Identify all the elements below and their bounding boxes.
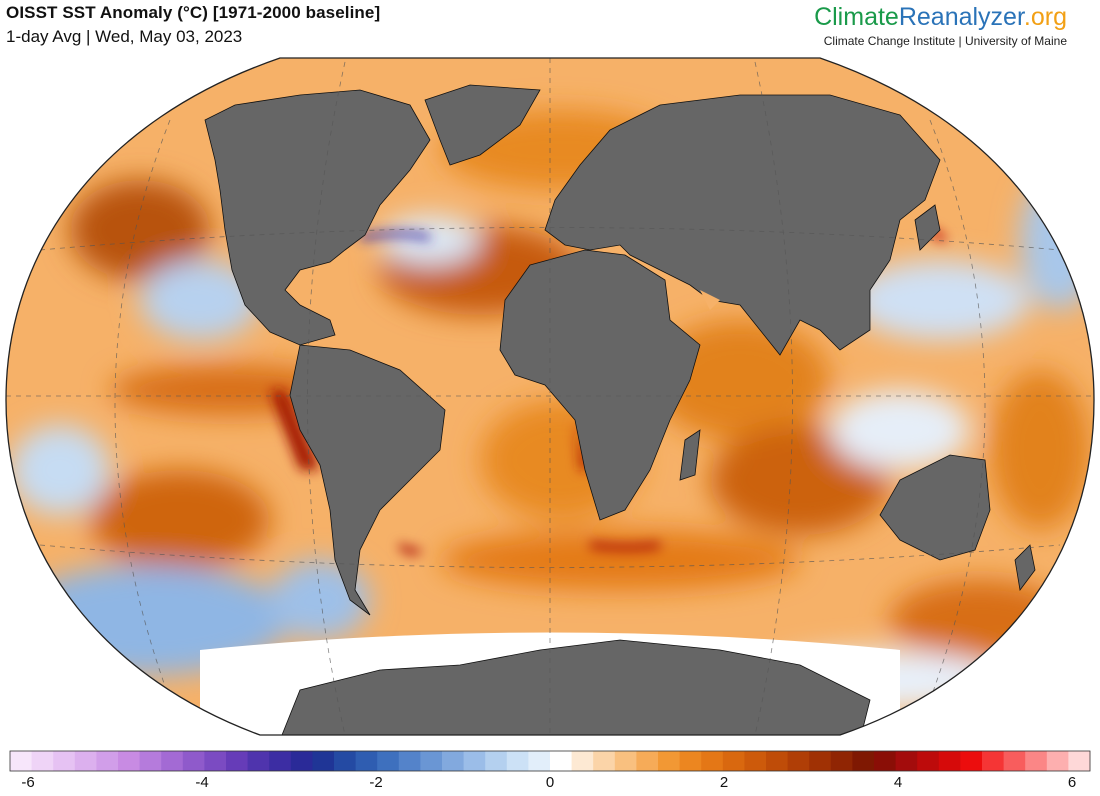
- colorbar-tick-label: -2: [369, 774, 383, 791]
- colorbar-swatch: [53, 751, 76, 771]
- colorbar-swatch: [182, 751, 205, 771]
- colorbar-tick-label: -4: [195, 774, 209, 791]
- colorbar-swatch: [550, 751, 573, 771]
- colorbar-swatch: [982, 751, 1005, 771]
- colorbar-tick-label: 4: [893, 774, 903, 791]
- colorbar-swatch: [226, 751, 249, 771]
- climatereanalyzer-logo[interactable]: ClimateReanalyzer.org: [814, 3, 1067, 31]
- colorbar-swatch: [722, 751, 745, 771]
- colorbar-tick-label: 2: [719, 774, 729, 791]
- colorbar-swatch: [830, 751, 853, 771]
- south-america: [289, 344, 446, 616]
- colorbar-swatch: [571, 751, 594, 771]
- colorbar-swatch: [874, 751, 897, 771]
- colorbar-tick-label: 0: [545, 774, 555, 791]
- madagascar: [679, 429, 701, 481]
- colorbar-swatch: [1025, 751, 1048, 771]
- australia: [879, 454, 991, 561]
- eurasia: [544, 94, 941, 356]
- colorbar-tick-label: -6: [21, 774, 35, 791]
- colorbar-swatch: [139, 751, 162, 771]
- africa: [499, 249, 701, 521]
- colorbar-swatch: [398, 751, 421, 771]
- sst-anomaly-map: [5, 57, 1095, 736]
- colorbar-swatch: [161, 751, 184, 771]
- colorbar-swatch: [377, 751, 400, 771]
- greenland: [424, 84, 541, 166]
- colorbar-swatch: [10, 751, 33, 771]
- colorbar-swatch: [312, 751, 335, 771]
- colorbar-swatch: [31, 751, 54, 771]
- colorbar-swatch: [247, 751, 270, 771]
- land-masses: [204, 84, 1036, 735]
- globe-outline: [5, 57, 1095, 736]
- logo-part-climate: Climate: [814, 3, 899, 31]
- affiliation-text: Climate Change Institute | University of…: [823, 34, 1067, 48]
- colorbar-swatch: [593, 751, 616, 771]
- colorbar-swatch: [506, 751, 529, 771]
- antarctica: [279, 639, 871, 735]
- colorbar-swatch: [74, 751, 97, 771]
- colorbar-swatch: [334, 751, 357, 771]
- new-zealand: [1014, 544, 1036, 591]
- colorbar-swatch: [1068, 751, 1091, 771]
- colorbar-swatch: [701, 751, 724, 771]
- colorbar-swatch: [895, 751, 918, 771]
- arabia-india-sea-gap: [700, 290, 720, 310]
- colorbar-swatch: [290, 751, 313, 771]
- colorbar-swatch: [96, 751, 119, 771]
- colorbar-swatch: [355, 751, 378, 771]
- colorbar-swatch: [636, 751, 659, 771]
- colorbar-swatch: [917, 751, 940, 771]
- brand-block: ClimateReanalyzer.org Climate Change Ins…: [814, 3, 1067, 48]
- colorbar-swatch: [960, 751, 983, 771]
- colorbar-swatch: [658, 751, 681, 771]
- colorbar-swatch: [204, 751, 227, 771]
- graticule: [6, 58, 1094, 735]
- colorbar-swatch: [766, 751, 789, 771]
- colorbar-swatch: [744, 751, 767, 771]
- colorbar-swatch: [528, 751, 551, 771]
- colorbar-swatch: [679, 751, 702, 771]
- logo-part-reanalyzer: Reanalyzer: [898, 3, 1024, 31]
- colorbar-swatch: [614, 751, 637, 771]
- logo-part-org: .org: [1023, 3, 1067, 31]
- colorbar-tick-label: 6: [1067, 774, 1077, 791]
- colorbar-swatch: [485, 751, 508, 771]
- map-title: OISST SST Anomaly (°C) [1971-2000 baseli…: [6, 3, 381, 22]
- colorbar-swatch: [420, 751, 443, 771]
- colorbar: [9, 750, 1091, 772]
- map-subtitle: 1-day Avg | Wed, May 03, 2023: [6, 27, 243, 46]
- colorbar-swatch: [809, 751, 832, 771]
- colorbar-swatch: [269, 751, 292, 771]
- colorbar-swatch: [938, 751, 961, 771]
- colorbar-swatch: [852, 751, 875, 771]
- colorbar-swatch: [787, 751, 810, 771]
- colorbar-swatch: [463, 751, 486, 771]
- colorbar-swatch: [1003, 751, 1026, 771]
- colorbar-swatch: [442, 751, 465, 771]
- japan: [914, 204, 941, 251]
- colorbar-swatch: [118, 751, 141, 771]
- colorbar-swatch: [1046, 751, 1069, 771]
- north-america: [204, 89, 431, 346]
